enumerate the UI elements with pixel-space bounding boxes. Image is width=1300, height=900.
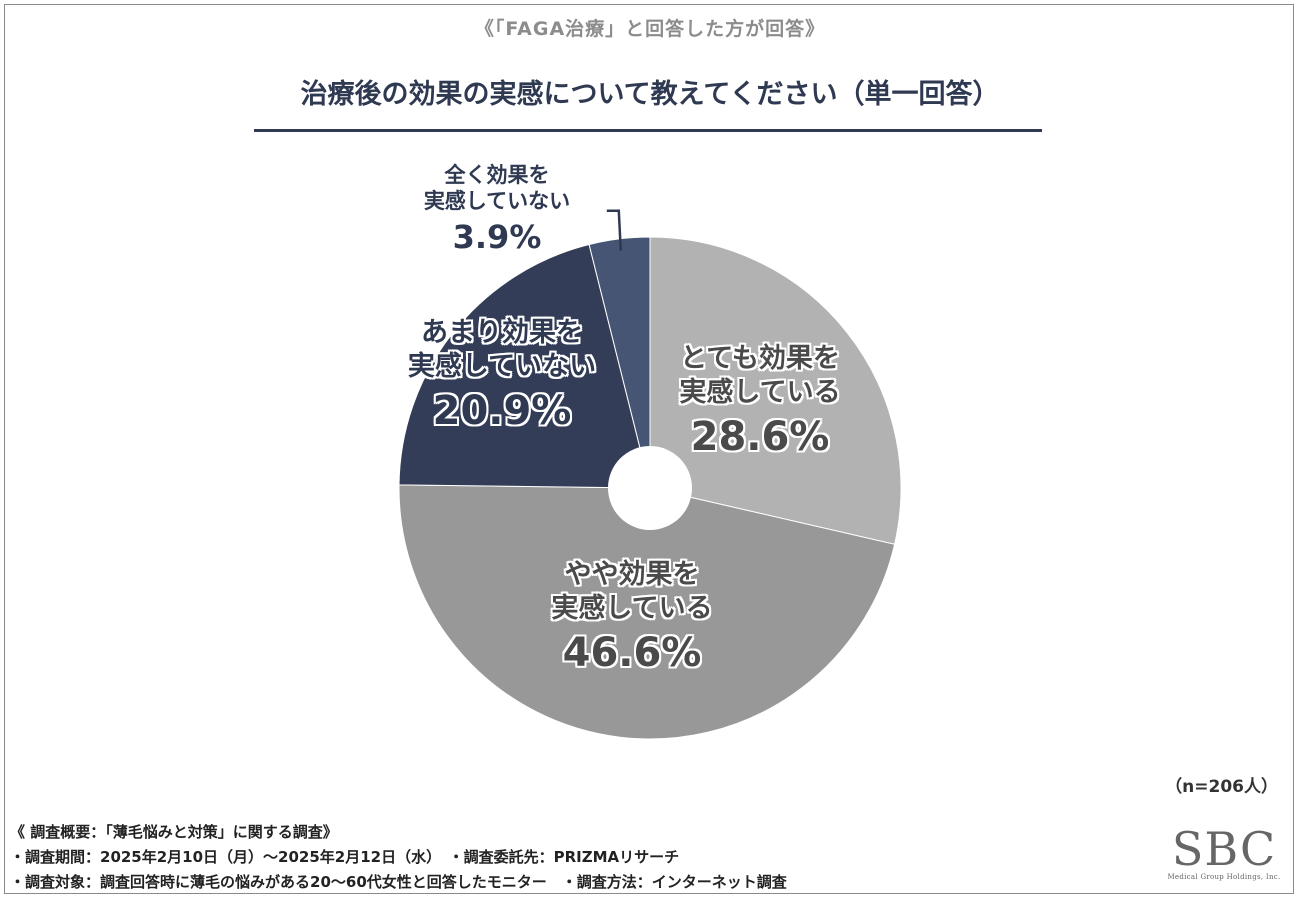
chart-title: 治療後の効果の実感について教えてください（単一回答） (300, 79, 1000, 110)
slice-percent: 20.9% (432, 387, 572, 434)
survey-overview: 《 調査概要：「薄毛悩みと対策」に関する調査》 ・調査期間：2025年2月10日… (10, 820, 787, 895)
slice-label-not-effective-at-all: 全く効果を 実感していない 3.9% (402, 162, 592, 255)
survey-target: ・調査対象：調査回答時に薄毛の悩みがある20～60代女性と回答したモニター ・調… (10, 873, 787, 891)
slice-label-very-effective: とても効果を 実感している 28.6% (640, 342, 880, 460)
survey-overview-heading: 《 調査概要：「薄毛悩みと対策」に関する調査》 (10, 823, 338, 841)
logo-mark: SBC (1171, 822, 1277, 876)
slice-label-line1: とても効果を (680, 343, 840, 374)
survey-period: ・調査期間：2025年2月10日（月）～2025年2月12日（水） ・調査委託先… (10, 848, 680, 866)
slice-percent: 28.6% (690, 413, 830, 460)
pie-slice-not-very-effective (398, 243, 651, 489)
chart-subtitle: 《「FAGA治療」と回答した方が回答》 (474, 18, 826, 40)
pie-center-hole (608, 446, 692, 530)
pie-slice-somewhat-effective (398, 484, 896, 740)
leader-line (606, 209, 623, 251)
slice-label-line1: 全く効果を (444, 163, 550, 187)
pie-slice-very-effective (649, 236, 902, 545)
sbc-logo: SBC Medical Group Holdings, Inc. (1164, 826, 1284, 882)
title-underline (254, 129, 1042, 132)
slice-label-somewhat-effective: やや効果を 実感している 46.6% (512, 558, 752, 676)
slice-label-not-very-effective: あまり効果を 実感していない 20.9% (372, 316, 632, 434)
sample-size: （n=206人） (1165, 777, 1278, 797)
slice-label-line1: あまり効果を (421, 317, 583, 348)
slice-percent: 3.9% (452, 217, 542, 256)
slice-label-line2: 実感していない (423, 189, 571, 214)
chart-frame (4, 4, 1294, 894)
slice-label-line1: やや効果を (564, 559, 700, 590)
slice-label-line2: 実感していない (407, 350, 597, 382)
logo-subtext: Medical Group Holdings, Inc. (1167, 873, 1281, 881)
slice-label-line2: 実感している (551, 592, 713, 624)
slice-label-line2: 実感している (679, 376, 841, 408)
slice-percent: 46.6% (562, 629, 702, 676)
